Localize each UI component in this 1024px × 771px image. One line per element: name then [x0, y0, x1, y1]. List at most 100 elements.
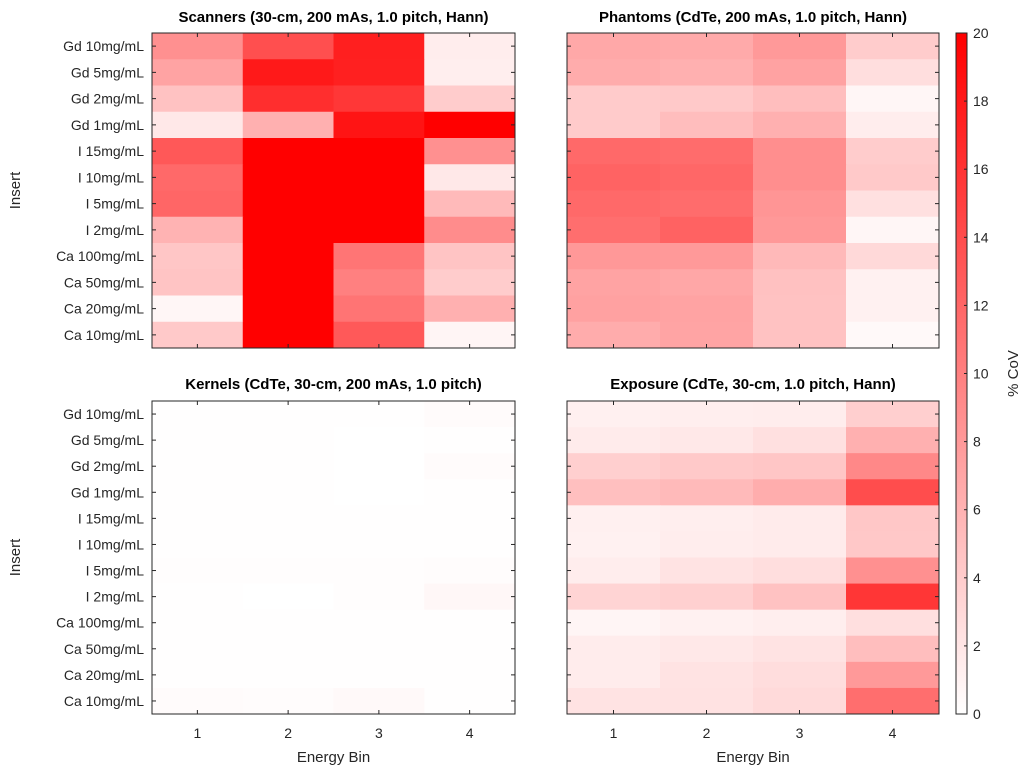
panel-phantoms: Phantoms (CdTe, 200 mAs, 1.0 pitch, Hann…: [566, 9, 940, 349]
heatmap-cell: [753, 479, 847, 506]
heatmap-cell: [660, 401, 754, 428]
x-tick-label: 2: [284, 725, 292, 741]
heatmap-cell: [333, 138, 425, 165]
heatmap-cell: [660, 216, 754, 244]
y-tick-label: I 5mg/mL: [86, 196, 145, 212]
heatmap-cell: [242, 583, 334, 611]
heatmap-cell: [424, 295, 516, 323]
heatmap-cell: [846, 479, 940, 506]
heatmap-cell: [660, 479, 754, 506]
heatmap-cell: [753, 269, 847, 296]
heatmap-cell: [333, 295, 425, 323]
heatmap-cell: [567, 661, 661, 689]
x-tick-label: 4: [466, 725, 474, 741]
heatmap-cell: [567, 531, 661, 558]
heatmap-cell: [242, 164, 334, 191]
y-tick-label: Ca 10mg/mL: [64, 327, 144, 343]
heatmap-cell: [333, 479, 425, 506]
heatmap-cell: [846, 269, 940, 296]
heatmap-cell: [424, 427, 516, 454]
y-tick-label: Gd 10mg/mL: [63, 406, 144, 422]
heatmap-cell: [660, 295, 754, 323]
heatmap-cell: [333, 401, 425, 428]
heatmap-cell: [753, 216, 847, 244]
y-tick-label: I 2mg/mL: [86, 589, 145, 605]
colorbar-tick-label: 2: [973, 638, 981, 654]
heatmap-cell: [152, 609, 244, 637]
heatmap-cell: [660, 583, 754, 611]
y-axis-label: Insert: [7, 171, 24, 209]
heatmap-cell: [660, 427, 754, 454]
panel-title: Exposure (CdTe, 30-cm, 1.0 pitch, Hann): [610, 376, 896, 393]
heatmap-cell: [567, 216, 661, 244]
heatmap-cell: [846, 33, 940, 60]
heatmap-cell: [424, 111, 516, 139]
heatmap-cell: [567, 190, 661, 218]
heatmap-cell: [242, 635, 334, 663]
heatmap-cell: [660, 269, 754, 296]
heatmap-cell: [753, 295, 847, 323]
colorbar-tick-label: 8: [973, 434, 981, 450]
y-tick-label: Ca 20mg/mL: [64, 301, 144, 317]
heatmap-cell: [753, 190, 847, 218]
heatmap-cell: [152, 401, 244, 428]
heatmap-cell: [424, 583, 516, 611]
heatmap-cell: [242, 243, 334, 270]
heatmap-cell: [753, 531, 847, 558]
heatmap-cell: [660, 661, 754, 689]
heatmap-cell: [242, 216, 334, 244]
heatmap-cell: [753, 453, 847, 480]
colorbar-tick-label: 18: [973, 93, 989, 109]
panel-kernels: 1 2 3 4 Gd 10mg/mL Gd 5mg/mL Gd 2mg/mL Gd 1mg/m…: [7, 376, 516, 766]
heatmap-cell: [424, 635, 516, 663]
heatmap-cell: [660, 111, 754, 139]
heatmap-cell: [424, 138, 516, 165]
y-axis-label: Insert: [7, 538, 24, 576]
y-tick-label: Gd 5mg/mL: [71, 432, 144, 448]
heatmap-cell: [846, 557, 940, 585]
heatmap-cell: [242, 661, 334, 689]
y-tick-label: Gd 5mg/mL: [71, 64, 144, 80]
x-axis-label: Energy Bin: [297, 749, 370, 766]
y-tick-label: Ca 50mg/mL: [64, 274, 144, 290]
x-tick-label: 1: [610, 725, 618, 741]
heatmap-cell: [333, 190, 425, 218]
heatmap-cell: [333, 164, 425, 191]
axes-frame: [151, 32, 516, 349]
y-tick-label: Gd 10mg/mL: [63, 38, 144, 54]
heatmap-cell: [753, 243, 847, 270]
colorbar-tick-label: 6: [973, 502, 981, 518]
heatmap-cell: [846, 164, 940, 191]
heatmap-cell: [333, 243, 425, 270]
y-tick-label: Gd 1mg/mL: [71, 484, 144, 500]
heatmap-cell: [846, 243, 940, 270]
heatmap-cell: [846, 609, 940, 637]
x-axis-label: Energy Bin: [716, 749, 789, 766]
heatmap-cell: [152, 661, 244, 689]
heatmap-cell: [242, 609, 334, 637]
heatmap-cell: [242, 479, 334, 506]
heatmap-cell: [753, 635, 847, 663]
heatmap-cell: [753, 401, 847, 428]
heatmap-cell: [846, 505, 940, 532]
y-tick-label: I 15mg/mL: [78, 510, 144, 526]
heatmap-cell: [152, 111, 244, 139]
heatmap-cell: [567, 635, 661, 663]
heatmap-cell: [424, 190, 516, 218]
heatmap-cell: [660, 59, 754, 86]
heatmap-cell: [567, 427, 661, 454]
heatmap-cell: [753, 111, 847, 139]
heatmap-cell: [567, 583, 661, 611]
heatmap-cell: [753, 661, 847, 689]
panel-scanners: Gd 10mg/mL Gd 5mg/mL Gd 2mg/mL Gd 1mg/mL I 1…: [7, 9, 516, 349]
panel-exposure: 1 2 3 4 Exposure (CdTe, 30-cm, 1.0 pitch, Ha…: [566, 376, 940, 766]
heatmap-cell: [660, 138, 754, 165]
heatmap-cell: [424, 609, 516, 637]
heatmap-cell: [660, 243, 754, 270]
y-tick-label: Gd 2mg/mL: [71, 91, 144, 107]
heatmap-cell: [846, 138, 940, 165]
heatmap-cell: [567, 243, 661, 270]
axes-frame: [151, 400, 516, 715]
heatmap-cell: [333, 531, 425, 558]
